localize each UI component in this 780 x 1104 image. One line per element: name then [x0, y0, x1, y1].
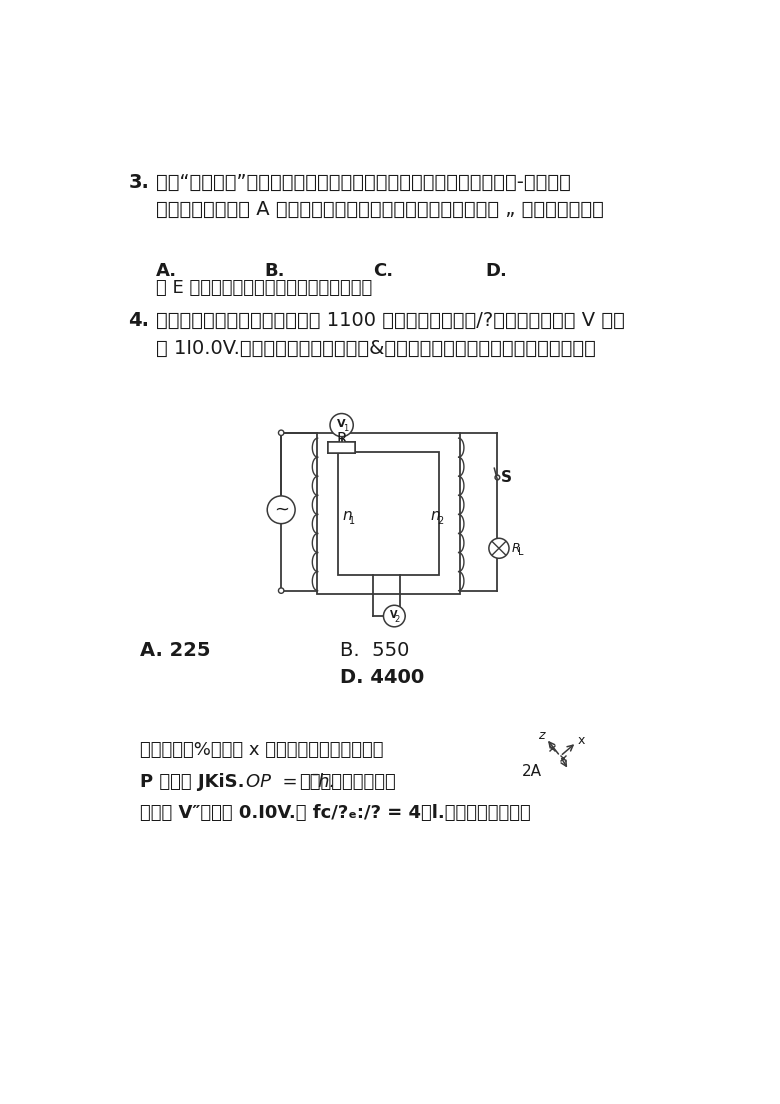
Text: 假定“婧娥五号”轨道能绕月飞行时，轨道是贴近月球表面的圆形轨道-已知地球: 假定“婧娥五号”轨道能绕月飞行时，轨道是贴近月球表面的圆形轨道-已知地球: [156, 172, 570, 191]
Bar: [338, 452, 438, 575]
Text: 2A: 2A: [521, 764, 541, 779]
Circle shape: [278, 431, 284, 435]
Text: B.  550: B. 550: [340, 640, 410, 660]
Text: 电压表 V″示数为 0.I0V.已 fc/?ₑ:/? = 4：l.则副线圈的匹数为: 电压表 V″示数为 0.I0V.已 fc/?ₑ:/? = 4：l.则副线圈的匹数…: [140, 804, 531, 821]
Circle shape: [268, 496, 295, 523]
Text: 3.: 3.: [129, 172, 150, 191]
Text: A. 225: A. 225: [140, 640, 211, 660]
Text: 2: 2: [438, 516, 444, 526]
Text: R: R: [512, 542, 520, 555]
Text: V: V: [390, 611, 397, 620]
Text: 月 E 行的周期与地球何步卫星周期的比値为: 月 E 行的周期与地球何步卫星周期的比値为: [156, 279, 372, 297]
Text: 则甲、乙两粒子比荷: 则甲、乙两粒子比荷: [299, 773, 395, 792]
Text: R: R: [336, 432, 347, 447]
Text: 密度为月球密度的 A 倍，地球同步卫星的轨道半径为地球半径的 „ 倍，则轨道施饶: 密度为月球密度的 A 倍，地球同步卫星的轨道半径为地球半径的 „ 倍，则轨道施饶: [156, 200, 604, 220]
Bar: [328, 442, 355, 453]
Text: S: S: [502, 470, 512, 485]
Circle shape: [489, 539, 509, 559]
Circle shape: [278, 588, 284, 593]
Text: D. 4400: D. 4400: [340, 668, 424, 688]
Text: 2: 2: [395, 615, 400, 624]
Text: 如图，理想变压器原线圈匹数为 1100 匹，接有一阵値为/?的电阴，电压表 V 示数: 如图，理想变压器原线圈匹数为 1100 匹，接有一阵値为/?的电阴，电压表 V …: [156, 311, 625, 330]
Text: P 点离开 JKiS.: P 点离开 JKiS.: [140, 773, 251, 792]
Circle shape: [384, 605, 405, 627]
Text: D.: D.: [485, 262, 507, 279]
Text: x: x: [577, 733, 585, 746]
Text: n: n: [342, 509, 352, 523]
Text: 为 1I0.0V.副线圈接有一个阵値恒为&的灯泡，绕过铁芯的单匹线圈接有一理想: 为 1I0.0V.副线圈接有一个阵値恒为&的灯泡，绕过铁芯的单匹线圈接有一理想: [156, 339, 595, 358]
Text: ~: ~: [274, 501, 289, 519]
Text: 1: 1: [349, 516, 356, 526]
Text: A.: A.: [156, 262, 177, 279]
Text: 高度以速率%平行于 x 轴正向进入破场，并都从: 高度以速率%平行于 x 轴正向进入破场，并都从: [140, 741, 384, 758]
Text: C.: C.: [373, 262, 393, 279]
Circle shape: [330, 414, 353, 436]
Text: L: L: [518, 548, 523, 558]
Text: V: V: [336, 420, 346, 429]
Text: 4.: 4.: [129, 311, 150, 330]
Bar: [317, 433, 460, 594]
Text: B.: B.: [264, 262, 285, 279]
Text: 1: 1: [343, 424, 348, 434]
Text: n: n: [431, 509, 441, 523]
Text: OP  =  ¯h.: OP = ¯h.: [246, 773, 335, 792]
Text: z: z: [538, 729, 544, 742]
